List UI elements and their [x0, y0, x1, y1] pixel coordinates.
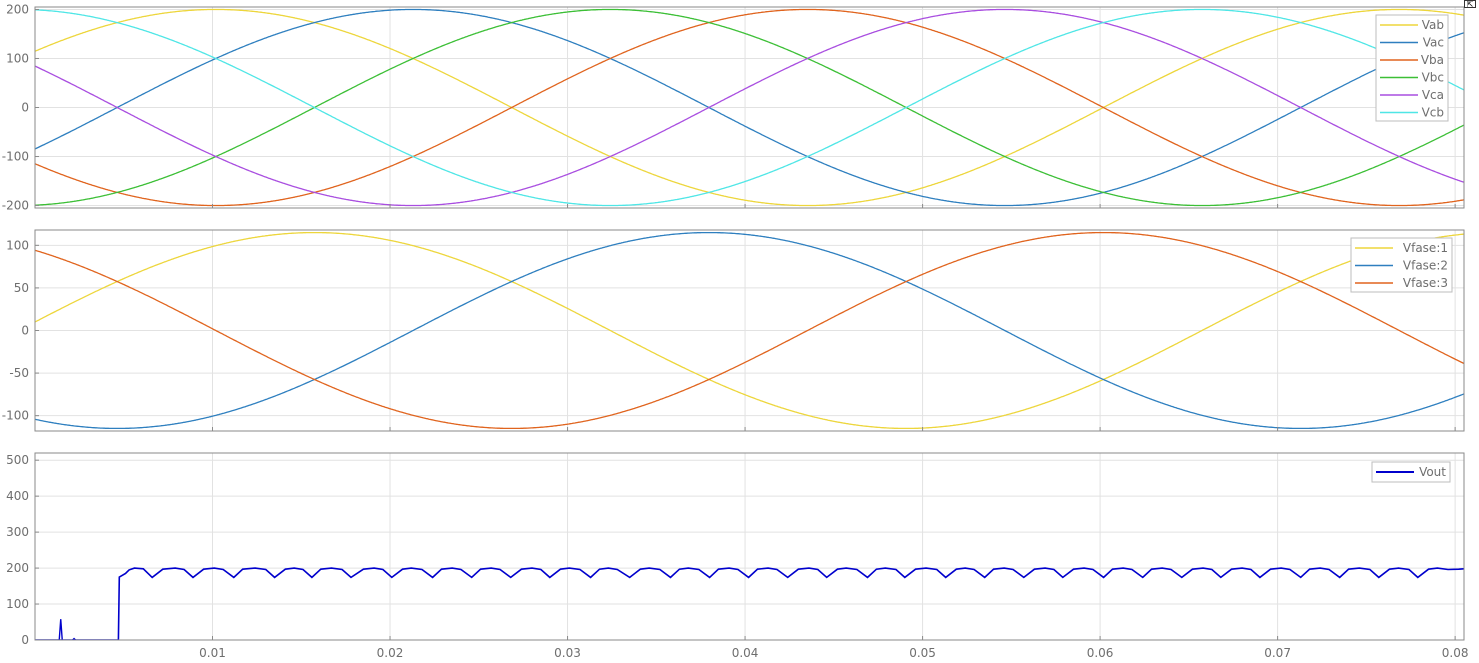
series-group: [35, 8, 1464, 207]
x-tick-label: 0.04: [732, 646, 759, 660]
axes-frame: [34, 452, 1465, 641]
legend-label: Vac: [1423, 36, 1444, 50]
y-tick-label: 0: [21, 101, 29, 115]
legend-label: Vout: [1419, 465, 1446, 479]
y-tick-label: 400: [6, 489, 29, 503]
y-tick-label: 100: [6, 238, 29, 252]
y-tick-label: 50: [14, 281, 29, 295]
y-tick-label: -50: [9, 366, 29, 380]
legend-label: Vba: [1421, 53, 1444, 67]
y-tick-label: 300: [6, 525, 29, 539]
y-tick-label: -100: [2, 409, 29, 423]
legend-label: Vab: [1422, 18, 1444, 32]
series-line-vab: [35, 8, 1464, 207]
legend-label: Vca: [1422, 88, 1444, 102]
legend-label: Vfase:1: [1403, 241, 1448, 255]
plot-panel-3: 0 100 200 300 400 500 0.01 0.02 0.03 0.04 0.05 0.06…: [6, 452, 1469, 660]
x-tick-label: 0.07: [1264, 646, 1291, 660]
x-tick-label: 0.02: [377, 646, 404, 660]
x-tick-label: 0.06: [1087, 646, 1114, 660]
y-tick-label: 100: [6, 51, 29, 65]
legend: Vfase:1 Vfase:2 Vfase:3: [1350, 237, 1453, 293]
y-tick-label: 0: [21, 633, 29, 647]
y-tick-label: -200: [2, 199, 29, 213]
series-line-vfase-3: [35, 231, 1464, 430]
y-tick-label: 200: [6, 2, 29, 16]
y-tick-label: -100: [2, 150, 29, 164]
x-tick-label: 0.01: [199, 646, 226, 660]
series-group: [35, 231, 1464, 430]
y-tick-label: 500: [6, 453, 29, 467]
y-tick-label: 0: [21, 324, 29, 338]
plot-area: [35, 453, 1464, 640]
series-line-vac: [35, 8, 1464, 207]
restore-icon[interactable]: ⇱: [1464, 0, 1476, 9]
x-tick-label: 0.03: [554, 646, 581, 660]
legend-label: Vfase:3: [1403, 276, 1448, 290]
legend-box: [1375, 14, 1449, 122]
plot-panel-1: -200 -100 0 100 200 Vab Vac Vba Vbc Vca Vcb: [2, 2, 1465, 213]
legend: Vout: [1371, 461, 1451, 483]
y-tick-label: 100: [6, 597, 29, 611]
series-line-vba: [35, 8, 1464, 207]
y-tick-label: 200: [6, 561, 29, 575]
legend: Vab Vac Vba Vbc Vca Vcb: [1375, 14, 1449, 122]
legend-label: Vbc: [1422, 71, 1444, 85]
series-line-vfase-1: [35, 231, 1464, 430]
series-line-vout: [35, 567, 1464, 640]
plot-panel-2: -100 -50 0 50 100 Vfase:1 Vfase:2 Vfase:3: [2, 229, 1465, 432]
series-line-vca: [35, 8, 1464, 207]
series-line-vbc: [35, 8, 1464, 207]
series-line-vfase-2: [35, 231, 1464, 430]
legend-label: Vfase:2: [1403, 259, 1448, 273]
series-line-vcb: [35, 8, 1464, 207]
legend-label: Vcb: [1422, 106, 1444, 120]
x-tick-label: 0.05: [909, 646, 936, 660]
series-spike: [58, 619, 63, 640]
x-tick-label: 0.08: [1442, 646, 1469, 660]
